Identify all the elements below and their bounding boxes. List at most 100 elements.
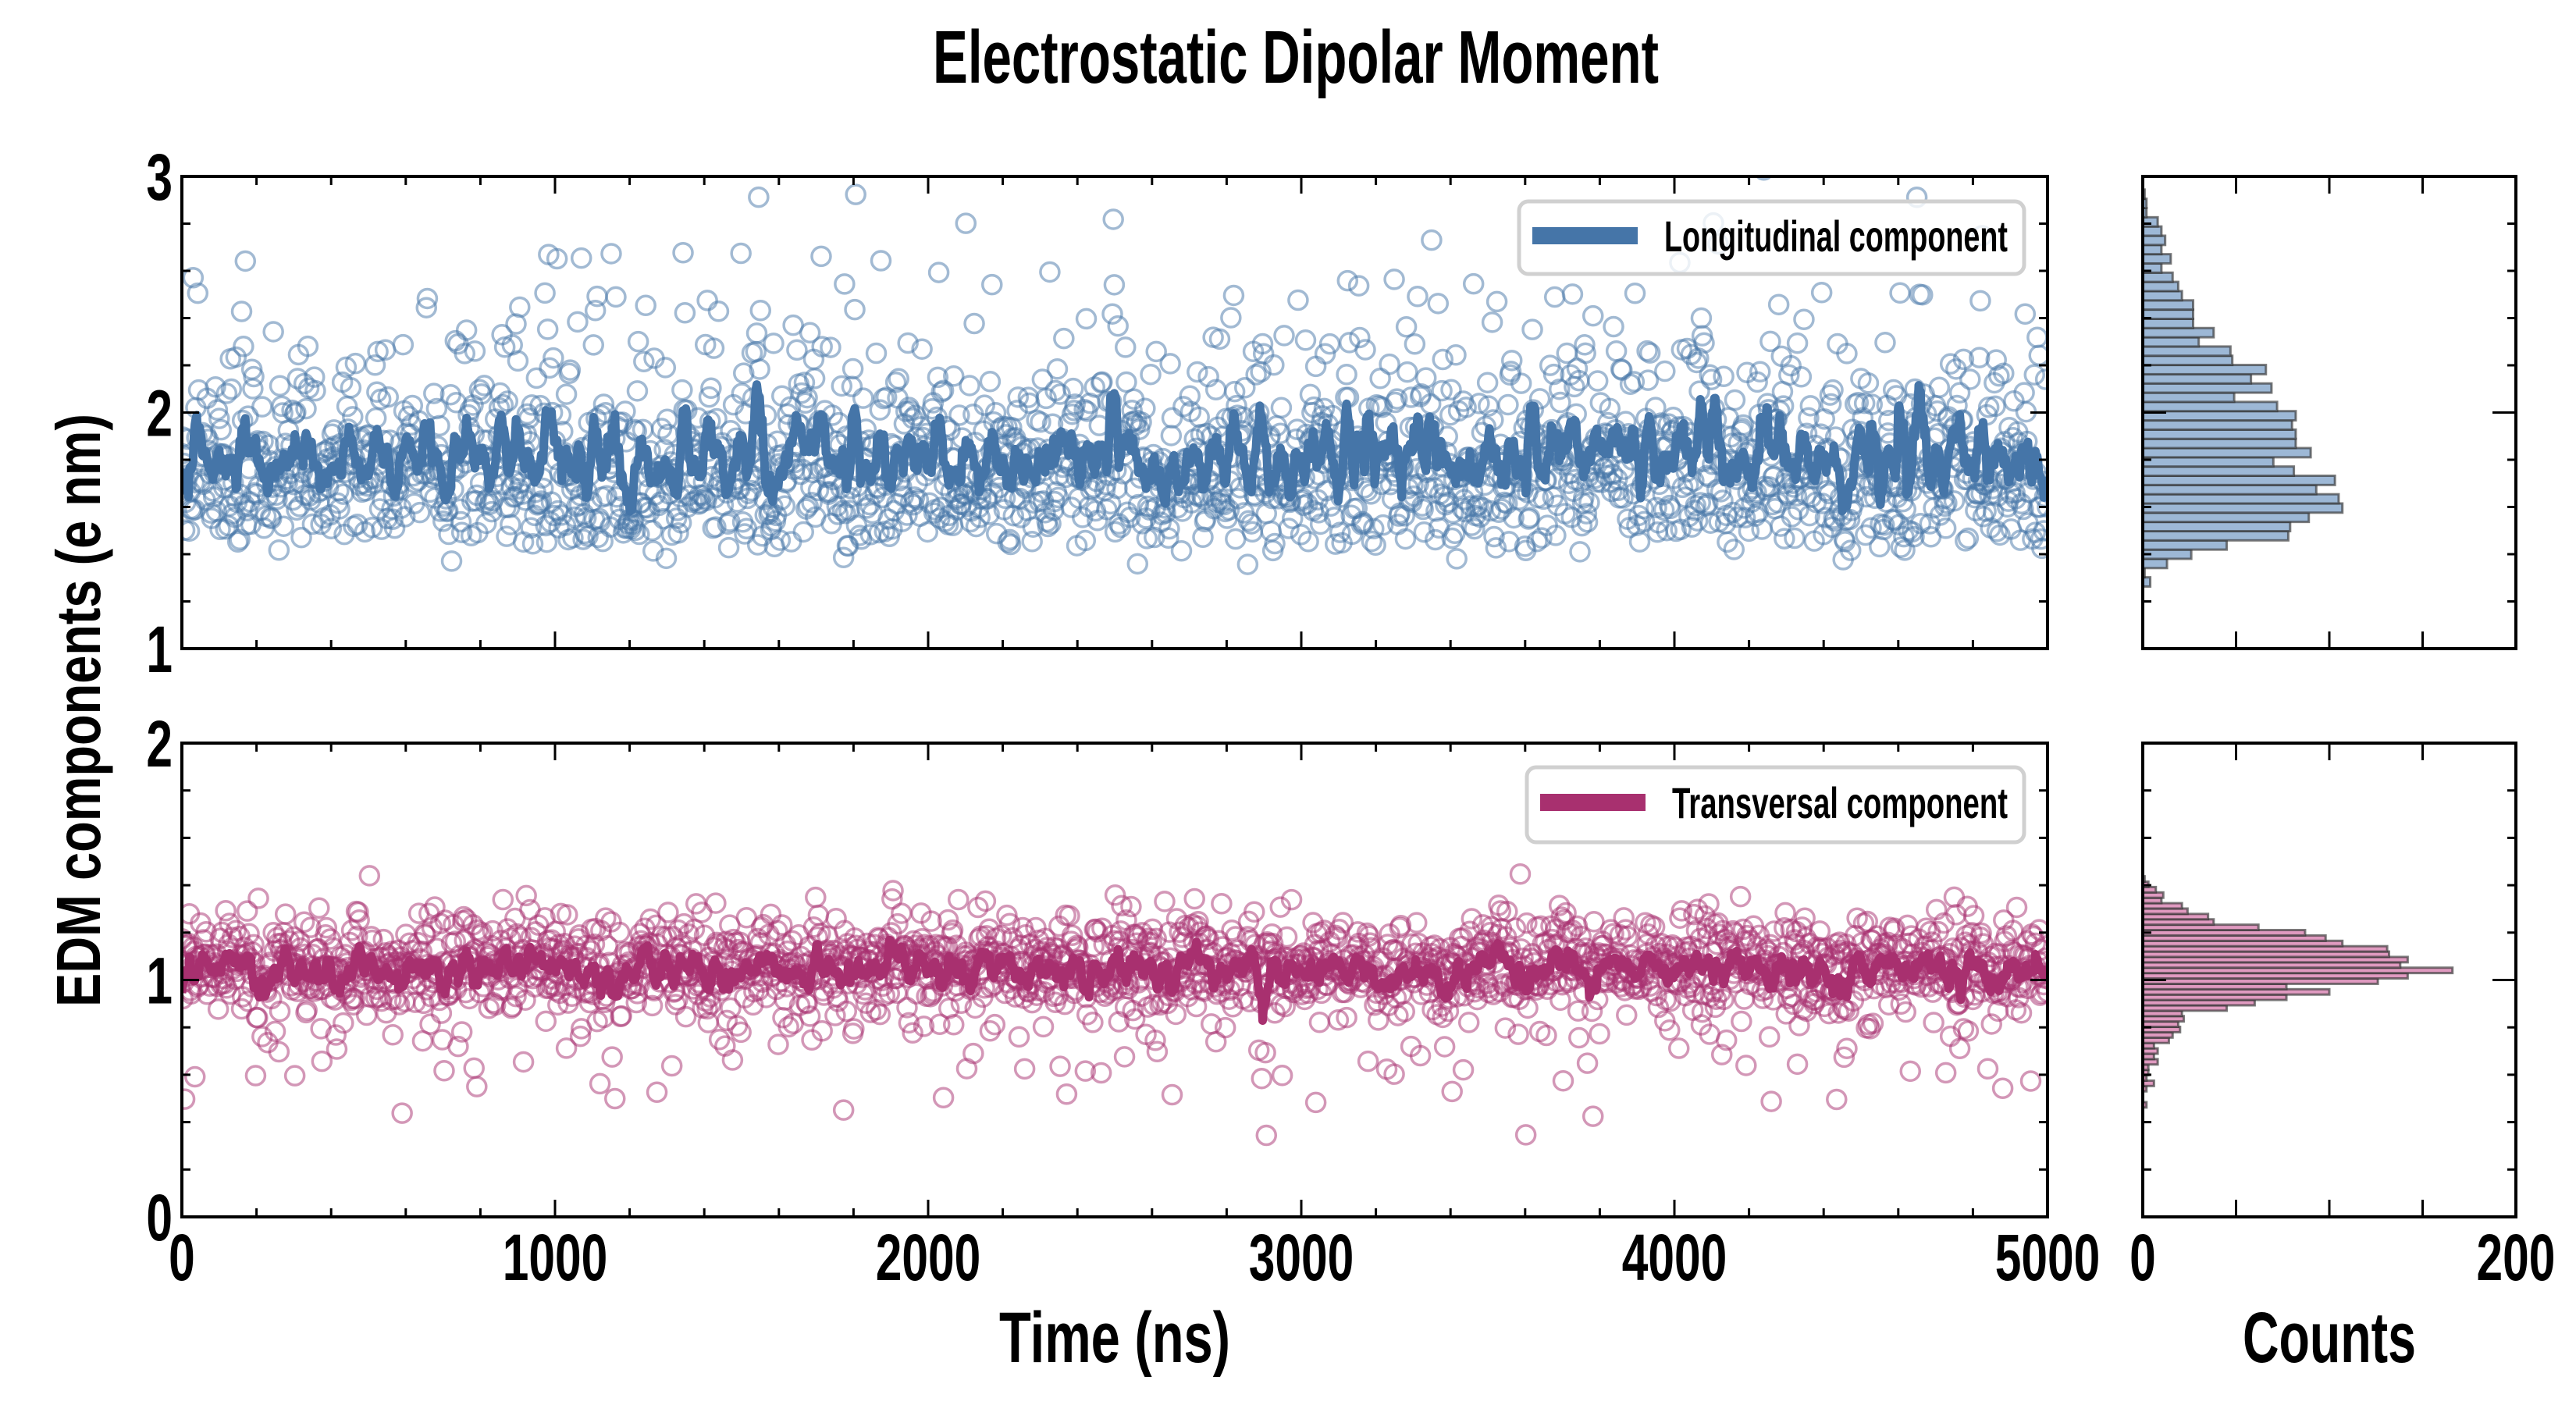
scatter-point	[959, 375, 980, 397]
scatter-point	[1903, 525, 1925, 548]
scatter-point	[304, 379, 326, 402]
scatter-point	[392, 333, 415, 356]
scatter-point	[1934, 517, 1957, 539]
scatter-point	[1361, 530, 1383, 553]
scatter-point	[834, 273, 856, 295]
scatter-point	[745, 322, 768, 344]
scatter-point	[1569, 541, 1591, 563]
scatter-point	[1959, 368, 1981, 390]
scatter-point	[1745, 505, 1767, 527]
scatter-point	[749, 300, 772, 322]
scatter-point	[512, 1051, 535, 1073]
scatter-point	[1934, 1062, 1957, 1084]
scatter-point	[329, 498, 350, 520]
scatter-point	[902, 494, 925, 516]
scatter-point	[1685, 494, 1707, 517]
scatter-point	[1735, 1055, 1757, 1076]
scatter-point	[869, 399, 891, 421]
scatter-series	[182, 176, 2048, 575]
scatter-point	[1611, 359, 1633, 381]
scatter-point	[810, 245, 832, 268]
scatter-point	[1040, 513, 1062, 535]
scatter-point	[534, 282, 556, 304]
scatter-point	[1046, 357, 1069, 380]
scatter-point	[416, 287, 439, 310]
scatter-point	[236, 900, 258, 922]
scatter-point	[1654, 360, 1676, 382]
scatter-point	[897, 332, 919, 354]
scatter-point	[1349, 326, 1371, 349]
scatter-point	[932, 379, 955, 401]
chart-title: Electrostatic Dipolar Moment	[933, 16, 1659, 99]
scatter-point	[1251, 1067, 1273, 1090]
scatter-point	[1550, 391, 1571, 414]
scatter-point	[1386, 388, 1408, 410]
scatter-point	[1297, 531, 1319, 553]
scatter-point	[1383, 269, 1405, 290]
scatter-point	[780, 531, 802, 553]
scatter-point	[1187, 361, 1208, 383]
scatter-point	[592, 393, 615, 415]
scatter-point	[423, 382, 445, 404]
scatter-point	[546, 247, 568, 270]
hist-x-tick-label: 200	[2477, 1221, 2556, 1294]
scatter-point	[1440, 379, 1462, 401]
scatter-point	[1136, 528, 1158, 550]
scatter-point	[272, 515, 295, 537]
histogram-bar	[2141, 326, 2215, 339]
histogram-bar	[2141, 475, 2336, 486]
histogram-bar	[2141, 437, 2297, 450]
scatter-point	[1304, 1091, 1327, 1114]
scatter-point	[605, 286, 627, 308]
scatter-point	[1161, 407, 1183, 429]
scatter-point	[1467, 494, 1489, 516]
scatter-point	[792, 521, 815, 543]
scatter-point	[1414, 367, 1437, 389]
scatter-point	[1227, 488, 1250, 510]
scatter-point	[1363, 518, 1385, 540]
scatter-point	[1417, 477, 1439, 499]
scatter-point	[973, 394, 995, 416]
x-tick-label: 2000	[876, 1221, 981, 1294]
scatter-point	[1468, 393, 1490, 414]
scatter-point	[671, 379, 693, 401]
scatter-point	[1732, 414, 1754, 436]
scatter-point	[304, 366, 326, 388]
scatter-point	[749, 358, 770, 380]
scatter-point	[769, 529, 792, 551]
scatter-point	[236, 500, 258, 521]
histogram-bar	[2141, 483, 2318, 496]
scatter-point	[1838, 508, 1861, 531]
scatter-point	[1943, 886, 1966, 909]
scatter-point	[1347, 275, 1370, 297]
scatter-point	[1101, 303, 1123, 325]
scatter-point	[841, 357, 864, 380]
scatter-point	[1976, 1058, 1999, 1080]
scatter-point	[1393, 1001, 1415, 1023]
scatter-point	[409, 501, 431, 524]
scatter-point	[1013, 1058, 1036, 1080]
scatter-point	[1240, 513, 1262, 535]
scatter-point	[1636, 340, 1658, 362]
scatter-point	[1589, 1023, 1610, 1045]
scatter-point	[872, 486, 894, 509]
scatter-point	[464, 340, 486, 362]
scatter-point	[844, 298, 866, 321]
scatter-point	[1413, 521, 1436, 543]
scatter-point	[1758, 1026, 1781, 1048]
scatter-point	[1441, 1080, 1463, 1103]
scatter-point	[433, 1059, 455, 1082]
scatter-point	[667, 522, 689, 544]
scatter-point	[1160, 425, 1183, 446]
scatter-point	[466, 1076, 488, 1097]
scatter-point	[801, 492, 823, 514]
scatter-point	[1548, 378, 1571, 400]
scatter-point	[2034, 368, 2048, 390]
scatter-point	[911, 338, 933, 360]
scatter-point	[182, 1088, 196, 1110]
scatter-point	[1612, 487, 1634, 509]
scatter-point	[1308, 1011, 1331, 1033]
x-tick-label: 4000	[1622, 1221, 1727, 1294]
legend-bottom: Transversal component	[1525, 765, 2026, 845]
scatter-point	[1329, 521, 1351, 543]
